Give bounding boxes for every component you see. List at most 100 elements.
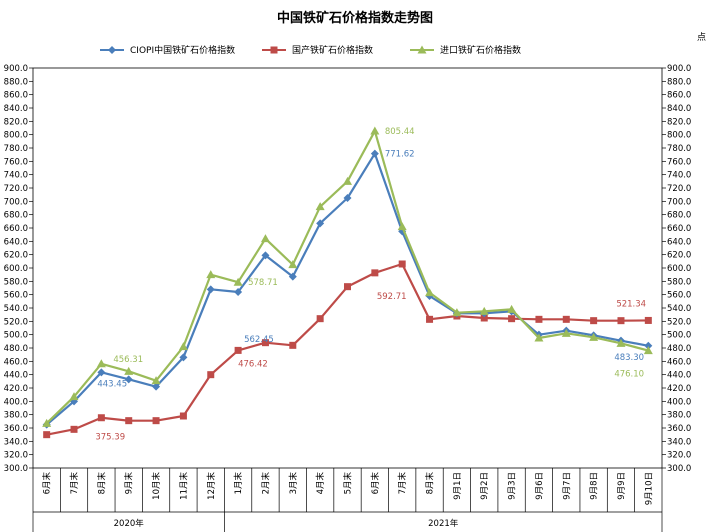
diamond-marker bbox=[179, 353, 188, 362]
y-tick-label-right: 760.0 bbox=[667, 157, 691, 167]
square-marker bbox=[344, 283, 351, 291]
y-tick-label-right: 740.0 bbox=[667, 171, 691, 181]
x-tick-label: 9月9日 bbox=[617, 472, 627, 500]
data-label: 805.44 bbox=[385, 127, 415, 137]
triangle-marker bbox=[397, 222, 407, 231]
x-tick-label: 7月末 bbox=[397, 472, 408, 495]
y-tick-label-right: 580.0 bbox=[667, 277, 691, 287]
triangle-marker bbox=[151, 376, 161, 385]
legend-item: 进口铁矿石价格指数 bbox=[410, 44, 521, 56]
triangle-marker bbox=[417, 45, 427, 54]
x-tick-label: 9月末 bbox=[124, 472, 135, 495]
y-tick-label: 740.0 bbox=[4, 171, 28, 181]
triangle-marker bbox=[370, 126, 380, 135]
data-label: 443.45 bbox=[97, 379, 127, 389]
triangle-marker bbox=[206, 270, 216, 279]
square-marker bbox=[97, 414, 105, 422]
plot-frame: 300.0 300.0 320.0 320.0 340.0 340.0 360.0 360.0… bbox=[4, 64, 691, 532]
y-tick-label: 780.0 bbox=[4, 144, 28, 154]
y-tick-label-right: 880.0 bbox=[667, 77, 691, 87]
diamond-marker bbox=[97, 368, 106, 377]
square-marker bbox=[535, 315, 543, 323]
square-marker bbox=[152, 417, 160, 425]
y-tick-label-right: 380.0 bbox=[667, 411, 691, 421]
legend-item: CIOPI中国铁矿石价格指数 bbox=[100, 44, 235, 56]
legend: CIOPI中国铁矿石价格指数 国产铁矿石价格指数 进口铁矿石价格指数 bbox=[100, 44, 521, 56]
x-tick-label: 8月末 bbox=[425, 472, 436, 495]
y-tick-label-right: 560.0 bbox=[667, 291, 691, 301]
x-tick-label: 10月末 bbox=[151, 472, 162, 500]
y-tick-label: 560.0 bbox=[4, 291, 28, 301]
y-tick-label: 580.0 bbox=[4, 277, 28, 287]
y-tick-label: 320.0 bbox=[4, 451, 28, 461]
square-marker bbox=[316, 315, 324, 323]
diamond-marker bbox=[316, 219, 325, 228]
square-marker bbox=[371, 269, 379, 277]
data-label: 483.30 bbox=[614, 353, 644, 363]
diamond-marker bbox=[343, 194, 352, 202]
x-tick-label: 3月末 bbox=[288, 472, 299, 495]
y-tick-label-right: 480.0 bbox=[667, 344, 691, 354]
square-marker bbox=[234, 346, 242, 354]
data-label: 771.62 bbox=[385, 150, 415, 160]
y-tick-label-right: 520.0 bbox=[667, 317, 691, 327]
diamond-marker bbox=[108, 46, 116, 54]
y-tick-label: 660.0 bbox=[4, 224, 28, 234]
square-marker bbox=[261, 339, 269, 347]
triangle-marker bbox=[124, 366, 134, 375]
y-tick-label-right: 500.0 bbox=[667, 331, 691, 341]
year-group-label: 2020年 bbox=[114, 518, 145, 529]
y-tick-label-right: 320.0 bbox=[667, 451, 691, 461]
diamond-marker bbox=[288, 272, 297, 281]
x-tick-label: 9月6日 bbox=[535, 472, 545, 500]
y-tick-label-right: 800.0 bbox=[667, 131, 691, 141]
y-tick-label-right: 360.0 bbox=[667, 424, 691, 434]
square-marker bbox=[644, 316, 652, 324]
x-tick-label: 6月末 bbox=[370, 472, 381, 495]
data-label: 592.71 bbox=[377, 292, 407, 302]
y-tick-label: 720.0 bbox=[4, 184, 28, 194]
diamond-marker bbox=[644, 341, 653, 350]
plot-area-border bbox=[32, 67, 663, 469]
y-tick-label: 640.0 bbox=[4, 237, 28, 247]
triangle-marker bbox=[69, 392, 79, 401]
x-tick-label: 5月末 bbox=[343, 472, 354, 495]
triangle-marker bbox=[96, 359, 106, 368]
y-tick-label: 360.0 bbox=[4, 424, 28, 434]
y-tick-label-right: 780.0 bbox=[667, 144, 691, 154]
triangle-marker bbox=[260, 234, 270, 243]
diamond-marker bbox=[370, 149, 379, 158]
legend-label: 进口铁矿石价格指数 bbox=[440, 44, 521, 56]
diamond-marker bbox=[152, 382, 161, 391]
y-tick-label-right: 540.0 bbox=[667, 304, 691, 314]
y-tick-label-right: 400.0 bbox=[667, 397, 691, 407]
square-marker bbox=[125, 417, 133, 425]
y-tick-label: 680.0 bbox=[4, 211, 28, 221]
x-tick-label: 7月末 bbox=[69, 472, 80, 495]
triangle-marker bbox=[288, 260, 298, 269]
x-tick-label: 9月10日 bbox=[644, 472, 654, 505]
y-tick-label-right: 820.0 bbox=[667, 117, 691, 127]
triangle-marker bbox=[315, 202, 325, 211]
y-tick-label: 500.0 bbox=[4, 331, 28, 341]
y-tick-label: 380.0 bbox=[4, 411, 28, 421]
y-tick-label: 440.0 bbox=[4, 371, 28, 381]
y-tick-label-right: 340.0 bbox=[667, 437, 691, 447]
data-label-layer: 443.45 375.39 456.31 562.45 476.42 578.71 771.… bbox=[95, 127, 646, 443]
y-tick-label: 620.0 bbox=[4, 251, 28, 261]
triangle-marker bbox=[479, 306, 489, 315]
y-tick-label: 420.0 bbox=[4, 384, 28, 394]
y-tick-label-right: 440.0 bbox=[667, 371, 691, 381]
x-tick-label: 9月8日 bbox=[590, 472, 600, 500]
x-tick-label: 12月末 bbox=[206, 472, 217, 500]
y-tick-label: 460.0 bbox=[4, 357, 28, 367]
y-tick-label-right: 860.0 bbox=[667, 91, 691, 101]
x-tick-label: 8月末 bbox=[96, 472, 107, 495]
y-tick-label: 480.0 bbox=[4, 344, 28, 354]
triangle-marker bbox=[343, 176, 352, 185]
y-tick-label-right: 700.0 bbox=[667, 197, 691, 207]
y-tick-label: 340.0 bbox=[4, 437, 28, 447]
series-line bbox=[45, 129, 649, 425]
x-tick-label: 11月末 bbox=[178, 472, 189, 500]
